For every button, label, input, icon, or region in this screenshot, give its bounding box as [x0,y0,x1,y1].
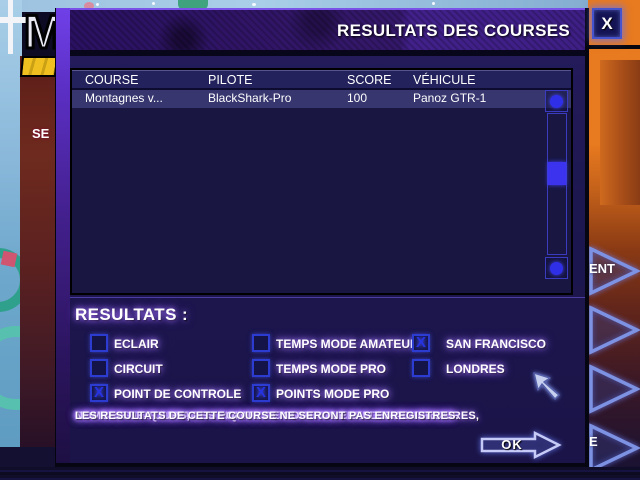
cell-pilote: BlackShark-Pro [208,91,292,105]
column-header-score: SCORE [347,73,392,87]
game-logo-letter: M [24,6,58,58]
background-left-building [20,56,57,447]
checkbox-circuit[interactable] [90,359,108,377]
scroll-up-icon [550,94,563,108]
checkbox-label-circuit: CIRCUIT [114,362,163,376]
cell-vehicule: Panoz GTR-1 [413,91,487,105]
background-divider-line [586,45,640,49]
chevron-right-icon[interactable] [589,305,640,355]
background-nav-arrows [589,246,640,473]
dialog-title-divider [70,50,585,56]
dialog-bottom-border [55,463,589,467]
background-text-fragment-right: ENT [589,261,615,276]
checkbox-eclair[interactable] [90,334,108,352]
checkbox-londres[interactable] [412,359,430,377]
background-light-dot [96,3,99,6]
ok-button[interactable]: OK [480,431,562,459]
background-light-dot [252,3,256,6]
cell-score: 100 [347,91,368,105]
section-divider [70,297,585,298]
note-line: LES RESULTATS DE CETTE COURSE NE SERONT … [75,410,459,422]
checkbox-points-mode-pro[interactable]: X [252,384,270,402]
column-header-pilote: PILOTE [208,73,253,87]
column-header-vehicule: VÉHICULE [413,73,476,87]
background-light-dot [432,2,435,5]
background-green-shape [178,0,208,10]
scrollbar-thumb[interactable] [548,162,566,185]
table-rows: China Town BlackShark-Pro 40 Panoz GTR-1… [72,90,571,286]
title-bar-texture [70,10,585,50]
page-title: RESULTATS DES COURSES [337,21,570,40]
checkbox-label-londres: LONDRES [446,362,505,376]
checkbox-label-points-mode-pro: POINTS MODE PRO [276,387,390,401]
checkbox-point-de-controle[interactable]: X [90,384,108,402]
scroll-down-icon [550,261,563,275]
chevron-right-icon[interactable] [589,423,640,473]
checkbox-temps-mode-pro[interactable] [252,359,270,377]
ok-arrow-icon [480,431,562,459]
checkbox-label-temps-mode-amateur: TEMPS MODE AMATEUR [276,337,419,351]
note-line: NOMBRE DE TOURS, LES POINTS DE CONTROLE … [75,410,480,422]
table-row[interactable]: Montagnes v... BlackShark-Pro 100 Panoz … [72,90,571,108]
close-button[interactable]: X [592,8,622,39]
dialog-right-border [585,8,589,467]
note-line: LES STATISTIQUES DES COURSES SONT ENREGI… [75,410,455,422]
checkbox-label-temps-mode-pro: TEMPS MODE PRO [276,362,387,376]
background-bottom-strip [0,467,640,480]
background-pink-shape [84,2,94,10]
table-header: COURSE PILOTE SCORE VÉHICULE [72,70,571,90]
chevron-right-icon[interactable] [589,246,640,296]
cell-course: Montagnes v... [85,91,163,105]
column-header-course: COURSE [85,73,139,87]
ok-button-label: OK [501,437,523,452]
background-pole [8,0,13,54]
close-icon: X [601,13,613,33]
dialog-left-border [55,8,70,467]
cursor-arrow-icon [533,372,560,400]
background-tower [600,60,640,205]
checkbox-label-point-de-controle: POINT DE CONTROLE [114,387,242,401]
results-heading: RESULTATS : [75,305,188,324]
results-table: COURSE PILOTE SCORE VÉHICULE China Town … [70,68,573,295]
background-light-dot [152,2,155,5]
note-line: COURSES PAR DEFAUT UNIQUEMENT. SI VOUS P… [75,410,454,422]
background-pole-crossbar [0,17,37,23]
scroll-down-button[interactable] [545,257,568,279]
table-scrollbar [545,90,570,286]
background-text-fragment-right: E [589,434,598,449]
checkbox-label-san-francisco: SAN FRANCISCO [446,337,547,351]
game-logo-banner [19,56,59,77]
dialog-title-bar: RESULTATS DES COURSES [70,8,585,50]
checkbox-temps-mode-amateur[interactable] [252,334,270,352]
checkbox-san-francisco[interactable]: X [412,334,430,352]
scrollbar-track[interactable] [547,113,567,255]
background-text-fragment-left: SE [32,126,50,141]
background-red-mark [0,250,18,268]
scroll-up-button[interactable] [545,90,568,112]
chevron-right-icon[interactable] [589,364,640,414]
checkbox-label-eclair: ECLAIR [114,337,159,351]
